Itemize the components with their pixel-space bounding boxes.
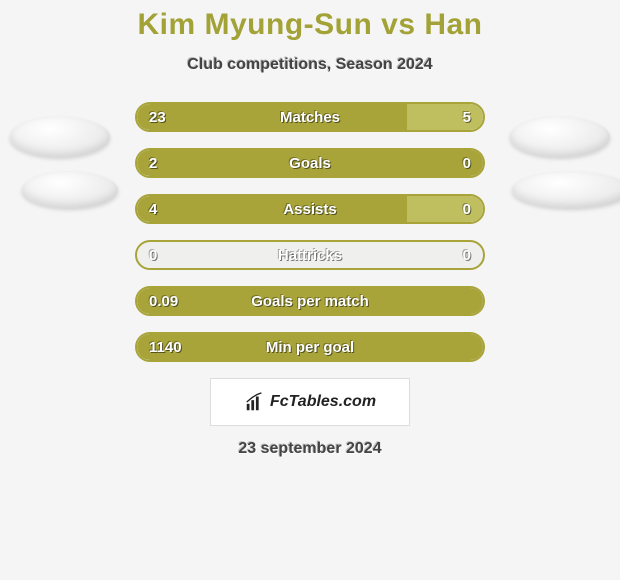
stat-bar: 40Assists xyxy=(135,194,485,224)
bar-value-right: 5 xyxy=(463,104,471,130)
footer-date: 23 september 2024 xyxy=(0,440,620,458)
player-avatar-left-top xyxy=(10,117,110,157)
bar-fill-right xyxy=(407,104,483,130)
page-title: Kim Myung-Sun vs Han xyxy=(0,8,620,42)
bar-fill-left xyxy=(137,288,483,314)
stat-bar: 20Goals xyxy=(135,148,485,178)
stat-bar: 0.09Goals per match xyxy=(135,286,485,316)
chart-icon xyxy=(244,391,266,413)
brand-badge[interactable]: FcTables.com xyxy=(210,378,410,426)
bar-fill-left xyxy=(137,196,407,222)
player-avatar-left-bottom xyxy=(22,172,118,208)
bar-value-left: 1140 xyxy=(149,334,182,360)
bar-value-left: 0.09 xyxy=(149,288,178,314)
bar-value-left: 23 xyxy=(149,104,166,130)
player-avatar-right-top xyxy=(510,117,610,157)
stat-bar: 1140Min per goal xyxy=(135,332,485,362)
bar-value-right: 0 xyxy=(463,196,471,222)
comparison-card: Kim Myung-Sun vs Han Club competitions, … xyxy=(0,0,620,458)
bar-value-right: 0 xyxy=(463,242,471,268)
brand-text: FcTables.com xyxy=(270,393,376,411)
bar-value-left: 4 xyxy=(149,196,157,222)
stat-bar: 235Matches xyxy=(135,102,485,132)
bar-fill-right xyxy=(407,196,483,222)
subtitle: Club competitions, Season 2024 xyxy=(0,56,620,74)
bar-value-left: 0 xyxy=(149,242,157,268)
bar-fill-left xyxy=(137,150,483,176)
bar-fill-left xyxy=(137,334,483,360)
player-avatar-right-bottom xyxy=(512,172,620,208)
bar-value-left: 2 xyxy=(149,150,157,176)
bar-value-right: 0 xyxy=(463,150,471,176)
bar-label: Hattricks xyxy=(137,242,483,268)
bar-fill-left xyxy=(137,104,407,130)
stat-bars-container: 235Matches20Goals40Assists00Hattricks0.0… xyxy=(135,102,485,362)
stat-bar: 0 0Hattricks xyxy=(135,240,485,270)
